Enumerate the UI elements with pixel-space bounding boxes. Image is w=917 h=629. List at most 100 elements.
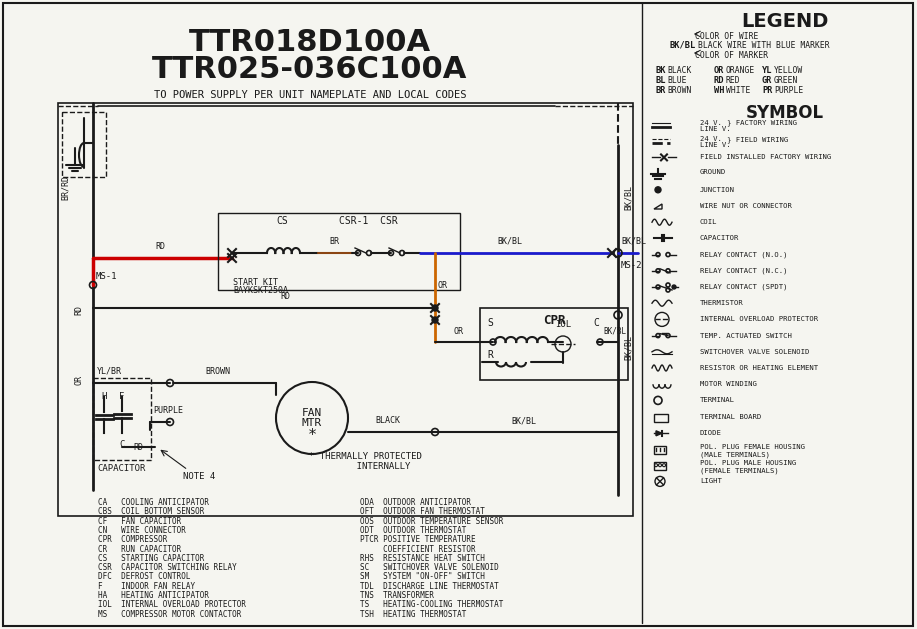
Circle shape xyxy=(655,187,661,193)
Bar xyxy=(58,103,633,516)
Text: OR: OR xyxy=(438,281,448,289)
Text: BK/BL: BK/BL xyxy=(512,416,536,425)
Text: MOTOR WINDING: MOTOR WINDING xyxy=(700,381,757,387)
Text: BK/BL: BK/BL xyxy=(621,237,646,246)
Text: MS   COMPRESSOR MOTOR CONTACTOR: MS COMPRESSOR MOTOR CONTACTOR xyxy=(98,610,241,618)
Text: F    INDOOR FAN RELAY: F INDOOR FAN RELAY xyxy=(98,582,195,591)
Text: OOS  OUTDOOR TEMPERATURE SENSOR: OOS OUTDOOR TEMPERATURE SENSOR xyxy=(360,516,503,526)
Text: RHS  RESISTANCE HEAT SWITCH: RHS RESISTANCE HEAT SWITCH xyxy=(360,554,485,563)
Text: BLACK: BLACK xyxy=(667,66,691,75)
Text: RED: RED xyxy=(726,76,741,85)
Text: SYMBOL: SYMBOL xyxy=(746,104,824,122)
Text: TNS  TRANSFORMER: TNS TRANSFORMER xyxy=(360,591,434,600)
Text: TEMP. ACTUATED SWITCH: TEMP. ACTUATED SWITCH xyxy=(700,333,792,338)
Text: GROUND: GROUND xyxy=(700,169,726,175)
Text: SC   SWITCHOVER VALVE SOLENOID: SC SWITCHOVER VALVE SOLENOID xyxy=(360,563,499,572)
Text: COIL: COIL xyxy=(700,219,717,225)
Text: YL/BR: YL/BR xyxy=(97,367,122,376)
Text: BLUE: BLUE xyxy=(667,76,687,85)
Text: DIODE: DIODE xyxy=(700,430,722,436)
Text: BR: BR xyxy=(655,86,666,95)
Text: SWITCHOVER VALVE SOLENOID: SWITCHOVER VALVE SOLENOID xyxy=(700,349,810,355)
Bar xyxy=(654,446,666,454)
Text: BK/BL: BK/BL xyxy=(670,41,696,50)
Text: PTCR POSITIVE TEMPERATURE: PTCR POSITIVE TEMPERATURE xyxy=(360,535,476,544)
Text: OR: OR xyxy=(74,375,83,385)
Text: ORANGE: ORANGE xyxy=(726,66,756,75)
Text: INTERNAL OVERLOAD PROTECTOR: INTERNAL OVERLOAD PROTECTOR xyxy=(700,316,818,323)
Text: CR   RUN CAPACITOR: CR RUN CAPACITOR xyxy=(98,545,182,554)
Bar xyxy=(93,378,151,460)
Text: COLOR OF MARKER: COLOR OF MARKER xyxy=(695,51,768,60)
Text: *: * xyxy=(307,428,316,443)
Text: START KIT: START KIT xyxy=(233,278,278,287)
Bar xyxy=(654,414,668,421)
Text: BK/BL: BK/BL xyxy=(498,237,523,246)
Text: POL. PLUG FEMALE HOUSING: POL. PLUG FEMALE HOUSING xyxy=(700,444,805,450)
Text: LEGEND: LEGEND xyxy=(741,12,829,31)
Text: YELLOW: YELLOW xyxy=(774,66,803,75)
Text: TDL  DISCHARGE LINE THERMOSTAT: TDL DISCHARGE LINE THERMOSTAT xyxy=(360,582,499,591)
Text: COLOR OF WIRE: COLOR OF WIRE xyxy=(695,32,758,41)
Text: LINE V.: LINE V. xyxy=(700,126,731,132)
Text: BK/BL: BK/BL xyxy=(603,326,626,335)
Text: OR: OR xyxy=(453,327,463,336)
Text: S: S xyxy=(487,318,492,328)
Text: R: R xyxy=(487,350,492,360)
Text: MTR: MTR xyxy=(302,418,322,428)
Text: THERMISTOR: THERMISTOR xyxy=(700,300,744,306)
Text: TO POWER SUPPLY PER UNIT NAMEPLATE AND LOCAL CODES: TO POWER SUPPLY PER UNIT NAMEPLATE AND L… xyxy=(154,90,466,100)
Text: } FACTORY WIRING: } FACTORY WIRING xyxy=(727,120,797,126)
Text: C: C xyxy=(593,318,599,328)
Bar xyxy=(218,213,460,290)
Text: HA   HEATING ANTICIPATOR: HA HEATING ANTICIPATOR xyxy=(98,591,209,600)
Text: RESISTOR OR HEATING ELEMENT: RESISTOR OR HEATING ELEMENT xyxy=(700,365,818,371)
Text: CBS  COIL BOTTOM SENSOR: CBS COIL BOTTOM SENSOR xyxy=(98,508,204,516)
Text: FIELD INSTALLED FACTORY WIRING: FIELD INSTALLED FACTORY WIRING xyxy=(700,154,831,160)
Text: ODT  OUTDOOR THERMOSTAT: ODT OUTDOOR THERMOSTAT xyxy=(360,526,467,535)
Bar xyxy=(62,112,106,177)
Text: TTR025-036C100A: TTR025-036C100A xyxy=(152,55,468,84)
Text: ODA  OUTDOOR ANTICIPATOR: ODA OUTDOOR ANTICIPATOR xyxy=(360,498,471,507)
Text: RD: RD xyxy=(74,305,83,315)
Text: JUNCTION: JUNCTION xyxy=(700,187,735,193)
Text: BK/BL: BK/BL xyxy=(624,335,633,360)
Circle shape xyxy=(432,317,438,323)
Text: BROWN: BROWN xyxy=(667,86,691,95)
Bar xyxy=(654,462,666,470)
Text: WIRE NUT OR CONNECTOR: WIRE NUT OR CONNECTOR xyxy=(700,203,792,209)
Text: CAPACITOR: CAPACITOR xyxy=(98,464,146,473)
Text: LINE V.: LINE V. xyxy=(700,142,731,148)
Text: FAN: FAN xyxy=(302,408,322,418)
Text: POL. PLUG MALE HOUSING: POL. PLUG MALE HOUSING xyxy=(700,460,796,466)
Text: TERMINAL BOARD: TERMINAL BOARD xyxy=(700,414,761,420)
Text: OR: OR xyxy=(714,66,724,75)
Text: BK: BK xyxy=(655,66,666,75)
Text: TSH  HEATING THERMOSTAT: TSH HEATING THERMOSTAT xyxy=(360,610,467,618)
Text: TERMINAL: TERMINAL xyxy=(700,398,735,403)
Bar xyxy=(480,308,628,380)
Text: 24 V.: 24 V. xyxy=(700,120,722,126)
Text: RD: RD xyxy=(714,76,724,85)
Text: 24 V.: 24 V. xyxy=(700,136,722,142)
Text: BLACK WIRE WITH BLUE MARKER: BLACK WIRE WITH BLUE MARKER xyxy=(698,41,830,50)
Text: CPR: CPR xyxy=(543,314,565,327)
Text: LIGHT: LIGHT xyxy=(700,479,722,484)
Text: C: C xyxy=(119,440,125,449)
Text: } FIELD WIRING: } FIELD WIRING xyxy=(727,136,789,143)
Text: BLACK: BLACK xyxy=(375,416,401,425)
Text: RELAY CONTACT (SPDT): RELAY CONTACT (SPDT) xyxy=(700,284,788,291)
Text: BK/BL: BK/BL xyxy=(624,185,633,210)
Text: CN   WIRE CONNECTOR: CN WIRE CONNECTOR xyxy=(98,526,186,535)
Text: H: H xyxy=(101,392,106,401)
Text: OFT  OUTDOOR FAN THERMOSTAT: OFT OUTDOOR FAN THERMOSTAT xyxy=(360,508,485,516)
Text: * THERMALLY PROTECTED: * THERMALLY PROTECTED xyxy=(308,452,422,461)
Text: CSR  CAPACITOR SWITCHING RELAY: CSR CAPACITOR SWITCHING RELAY xyxy=(98,563,237,572)
Text: MS-2: MS-2 xyxy=(621,261,643,270)
Text: (MALE TERMINALS): (MALE TERMINALS) xyxy=(700,451,770,457)
Text: RELAY CONTACT (N.O.): RELAY CONTACT (N.O.) xyxy=(700,252,788,258)
Text: GREEN: GREEN xyxy=(774,76,799,85)
Text: (FEMALE TERMINALS): (FEMALE TERMINALS) xyxy=(700,467,779,474)
Circle shape xyxy=(432,305,438,311)
Text: CS   STARTING CAPACITOR: CS STARTING CAPACITOR xyxy=(98,554,204,563)
